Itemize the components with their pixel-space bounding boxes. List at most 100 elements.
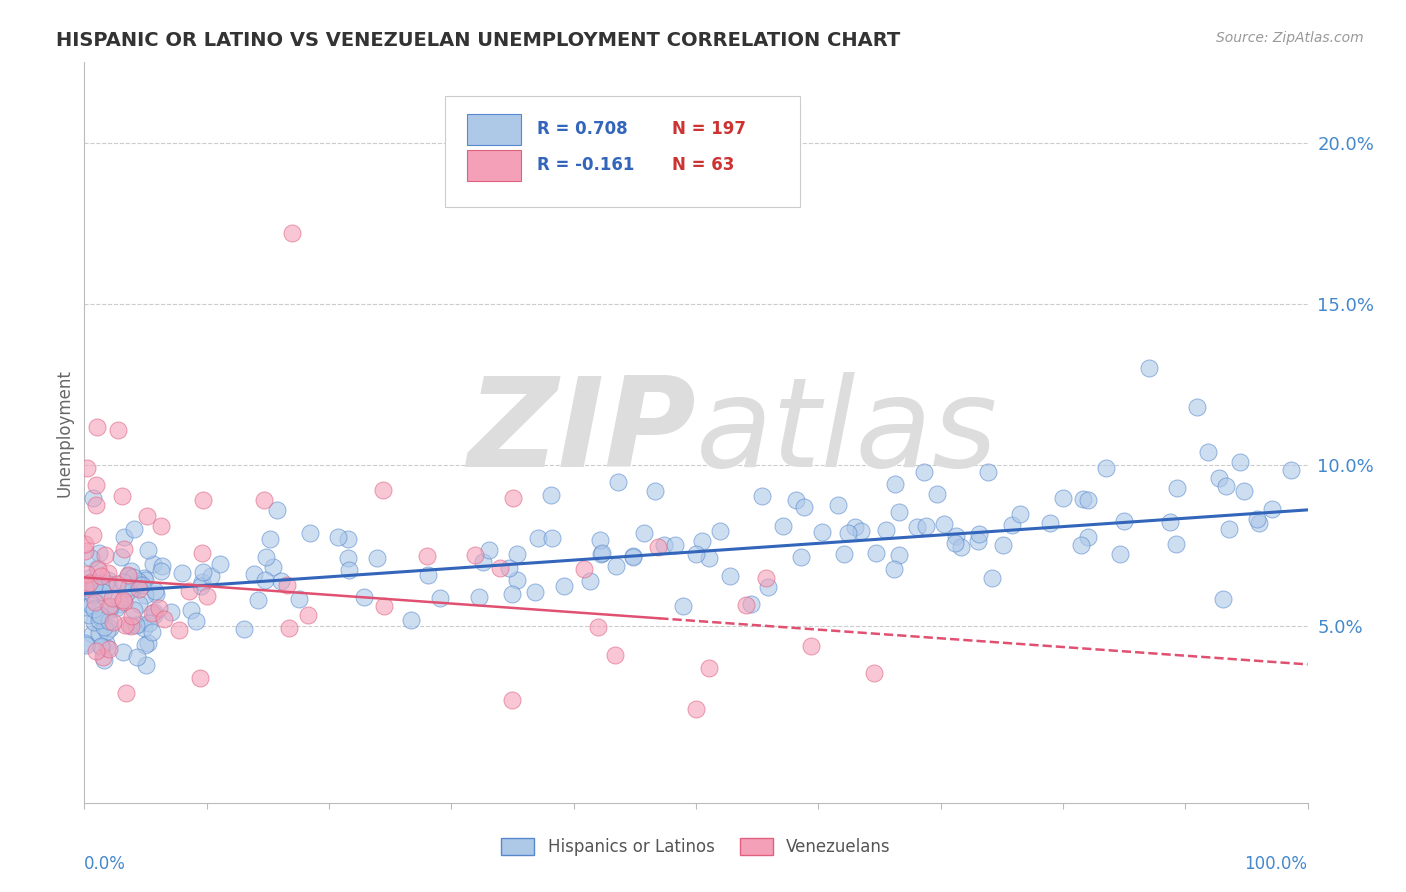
Point [145,587,167,601]
Point [112,594,135,608]
Point [128,616,150,631]
Point [467,591,489,605]
Point [79,571,101,585]
Point [190,546,212,560]
Text: N = 197: N = 197 [672,120,745,138]
Point [150,519,173,533]
Point [1052,491,1074,506]
Point [1159,515,1181,529]
Point [524,585,547,599]
Point [735,598,758,612]
Point [243,567,266,582]
Point [506,573,529,587]
Point [889,505,911,519]
Text: atlas: atlas [696,372,998,493]
Point [112,645,135,659]
Point [89,639,111,653]
Point [117,582,139,596]
Point [297,608,319,623]
Point [540,488,562,502]
Point [190,579,212,593]
Point [672,599,695,613]
Point [262,560,284,574]
Point [136,508,159,523]
Point [117,569,139,583]
Point [114,618,136,632]
Point [887,548,910,562]
Point [1260,502,1282,516]
Point [591,547,613,561]
Point [117,568,139,582]
Point [89,585,111,599]
Point [827,498,849,512]
Point [105,601,128,615]
Point [506,547,529,561]
Text: ZIP: ZIP [467,372,696,493]
Point [93,653,115,667]
Point [697,661,720,675]
Text: R = 0.708: R = 0.708 [537,120,627,138]
Point [134,573,156,587]
Point [195,590,218,604]
Point [122,570,145,584]
Point [875,523,897,537]
Point [120,564,142,578]
Point [288,591,311,606]
Point [498,561,520,575]
Point [633,526,655,541]
Point [77,608,100,623]
Point [93,548,115,562]
Point [697,550,720,565]
Point [718,569,741,583]
Point [172,566,194,581]
Point [883,562,905,576]
Point [80,574,103,588]
Point [112,541,135,556]
Point [93,620,115,634]
Point [90,640,112,655]
Point [553,579,575,593]
Point [472,555,495,569]
Point [141,624,163,639]
Point [1197,445,1219,459]
Point [89,610,111,624]
Point [141,606,163,620]
Point [84,644,107,658]
Y-axis label: Unemployment: Unemployment [55,368,73,497]
Text: N = 63: N = 63 [672,155,734,174]
Point [755,570,778,584]
Point [980,571,1002,585]
Point [83,575,105,590]
Point [1137,361,1160,376]
Point [96,641,118,656]
Point [884,477,907,491]
Point [270,574,292,588]
Point [75,638,97,652]
Point [100,621,122,635]
Point [91,649,114,664]
Point [811,525,834,540]
Point [76,567,98,582]
Point [142,557,165,571]
Point [605,559,627,574]
Point [401,613,423,627]
FancyBboxPatch shape [467,150,522,181]
Point [124,580,146,594]
Point [83,578,105,592]
Point [914,518,936,533]
Point [121,608,143,623]
Point [246,593,269,607]
Point [134,589,156,603]
Point [1077,530,1099,544]
Point [82,528,104,542]
Point [112,575,135,590]
Point [100,599,122,614]
Point [1218,522,1240,536]
Point [793,500,815,514]
Point [253,492,276,507]
Point [464,548,486,562]
Point [132,621,155,635]
Point [579,574,602,588]
Point [1215,479,1237,493]
Point [591,546,613,560]
